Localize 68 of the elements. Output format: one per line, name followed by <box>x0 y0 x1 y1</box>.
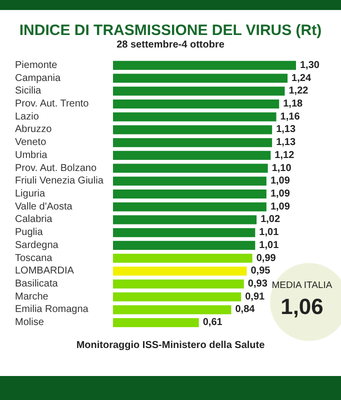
data-label: 1,09 <box>270 188 290 200</box>
bar <box>113 215 257 224</box>
bar <box>113 60 296 70</box>
data-label: 1,18 <box>283 98 304 110</box>
bar <box>113 74 288 83</box>
bar <box>113 150 271 160</box>
data-label: 1,02 <box>260 214 280 226</box>
annotation: MEDIA ITALIA <box>272 280 332 291</box>
data-label: 1,01 <box>259 227 280 238</box>
data-label: 1,22 <box>288 86 309 97</box>
y-tick-label: Calabria <box>15 214 53 226</box>
y-tick-label: Piemonte <box>15 60 58 71</box>
bar <box>113 228 256 238</box>
bar <box>113 318 199 328</box>
annotation: 1,06 <box>280 294 324 320</box>
data-label: 1,12 <box>274 150 295 161</box>
data-label: 1,13 <box>276 124 296 136</box>
bar <box>113 280 244 288</box>
bar <box>113 190 266 198</box>
data-label: 1,01 <box>259 240 280 251</box>
y-tick-label: Sicilia <box>15 86 42 97</box>
y-tick-label: Campania <box>15 72 62 84</box>
data-label: 0,91 <box>245 291 265 302</box>
data-label: 0,61 <box>202 317 223 328</box>
y-tick-label: Toscana <box>15 252 53 264</box>
y-tick-label: Sardegna <box>15 240 59 251</box>
chart-subtitle: 28 settembre-4 ottobre <box>116 40 225 50</box>
y-tick-label: Liguria <box>15 188 46 200</box>
bar <box>113 125 272 134</box>
y-tick-label: Molise <box>15 317 44 328</box>
y-tick-label: Umbria <box>15 150 48 161</box>
bar <box>113 305 232 314</box>
bar <box>113 202 266 212</box>
bar <box>113 86 285 96</box>
bar <box>113 254 252 263</box>
y-tick-label: Friuli Venezia Giulia <box>15 176 104 187</box>
bar <box>113 240 256 250</box>
chart-title: INDICE DI TRASMISSIONE DEL VIRUS (Rt) <box>19 22 322 39</box>
bar <box>113 164 268 173</box>
data-label: 0,84 <box>235 304 256 316</box>
y-tick-label: Emilia Romagna <box>15 304 89 316</box>
y-tick-label: Basilicata <box>15 278 58 290</box>
data-label: 0,93 <box>248 278 268 290</box>
bar <box>113 138 272 148</box>
bar <box>113 176 266 186</box>
data-label: 1,24 <box>292 72 312 84</box>
y-tick-label: Valle d'Aosta <box>15 201 73 212</box>
y-tick-label: Veneto <box>15 137 47 148</box>
data-label: 1,09 <box>270 176 290 187</box>
y-tick-label: Marche <box>15 291 49 302</box>
data-label: 1,10 <box>272 162 292 174</box>
data-label: 0,95 <box>250 266 271 277</box>
y-tick-label: Lazio <box>15 111 40 122</box>
y-tick-label: Puglia <box>15 227 44 238</box>
bar <box>113 112 276 122</box>
bar <box>113 266 247 276</box>
bar <box>113 292 242 302</box>
bar <box>113 100 280 108</box>
y-tick-label: Abruzzo <box>15 124 52 136</box>
data-label: 1,16 <box>280 111 300 122</box>
y-tick-label: Prov. Aut. Trento <box>15 98 90 110</box>
text: Monitoraggio ISS-Ministero della Salute <box>75 340 266 351</box>
data-label: 1,30 <box>300 60 320 71</box>
y-tick-label: LOMBARDIA <box>15 266 74 277</box>
y-tick-label: Prov. Aut. Bolzano <box>15 162 97 174</box>
data-label: 1,09 <box>270 201 290 212</box>
data-label: 1,13 <box>276 137 296 148</box>
data-label: 0,99 <box>256 252 276 264</box>
